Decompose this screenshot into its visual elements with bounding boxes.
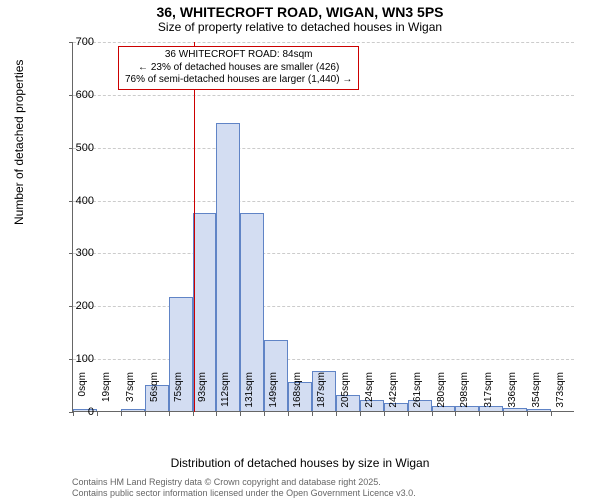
xtick-label: 298sqm — [459, 372, 470, 416]
xtick-mark — [312, 412, 313, 416]
xtick-mark — [479, 412, 480, 416]
attribution-line3: Contains public sector information licen… — [72, 488, 416, 498]
xtick-mark — [503, 412, 504, 416]
xtick-label: 317sqm — [483, 372, 494, 416]
xtick-mark — [193, 412, 194, 416]
xtick-label: 75sqm — [173, 372, 184, 416]
chart-title: 36, WHITECROFT ROAD, WIGAN, WN3 5PS — [0, 0, 600, 20]
ytick-label: 400 — [66, 195, 94, 207]
xtick-label: 354sqm — [531, 372, 542, 416]
xtick-label: 205sqm — [340, 372, 351, 416]
xtick-label: 187sqm — [316, 372, 327, 416]
xtick-label: 168sqm — [292, 372, 303, 416]
annotation-line3: 76% of semi-detached houses are larger (… — [125, 74, 352, 87]
xtick-label: 336sqm — [507, 372, 518, 416]
xtick-mark — [455, 412, 456, 416]
xtick-mark — [216, 412, 217, 416]
chart-area: 0sqm19sqm37sqm56sqm75sqm93sqm112sqm131sq… — [72, 42, 574, 412]
xtick-mark — [121, 412, 122, 416]
xtick-mark — [527, 412, 528, 416]
xtick-mark — [408, 412, 409, 416]
histogram-bar — [216, 123, 240, 411]
chart-subtitle: Size of property relative to detached ho… — [0, 20, 600, 36]
y-axis-label: Number of detached properties — [12, 60, 26, 225]
gridline — [73, 359, 574, 360]
plot-area: 0sqm19sqm37sqm56sqm75sqm93sqm112sqm131sq… — [72, 42, 574, 412]
ytick-label: 600 — [66, 89, 94, 101]
xtick-mark — [288, 412, 289, 416]
gridline — [73, 148, 574, 149]
xtick-mark — [145, 412, 146, 416]
gridline — [73, 95, 574, 96]
ytick-label: 0 — [66, 406, 94, 418]
xtick-label: 56sqm — [149, 372, 160, 416]
ytick-label: 500 — [66, 142, 94, 154]
attribution-text: Contains HM Land Registry data © Crown c… — [72, 477, 416, 498]
annotation-line1: 36 WHITECROFT ROAD: 84sqm — [125, 49, 352, 62]
annotation-line2: ← 23% of detached houses are smaller (42… — [125, 62, 352, 75]
xtick-label: 242sqm — [388, 372, 399, 416]
ytick-label: 700 — [66, 36, 94, 48]
ytick-label: 100 — [66, 353, 94, 365]
xtick-mark — [97, 412, 98, 416]
ytick-label: 300 — [66, 247, 94, 259]
reference-line — [194, 42, 195, 412]
xtick-label: 149sqm — [268, 372, 279, 416]
xtick-label: 373sqm — [555, 372, 566, 416]
gridline — [73, 201, 574, 202]
xtick-label: 37sqm — [125, 372, 136, 416]
ytick-label: 200 — [66, 300, 94, 312]
x-axis-label: Distribution of detached houses by size … — [0, 456, 600, 470]
xtick-label: 93sqm — [197, 372, 208, 416]
xtick-mark — [264, 412, 265, 416]
xtick-mark — [360, 412, 361, 416]
xtick-label: 112sqm — [220, 372, 231, 416]
xtick-label: 280sqm — [436, 372, 447, 416]
gridline — [73, 253, 574, 254]
xtick-label: 131sqm — [244, 372, 255, 416]
attribution-line1: Contains HM Land Registry data © Crown c… — [72, 477, 416, 487]
xtick-mark — [240, 412, 241, 416]
xtick-mark — [551, 412, 552, 416]
xtick-mark — [432, 412, 433, 416]
xtick-mark — [336, 412, 337, 416]
gridline — [73, 42, 574, 43]
xtick-label: 19sqm — [101, 372, 112, 416]
xtick-label: 261sqm — [412, 372, 423, 416]
xtick-mark — [384, 412, 385, 416]
xtick-mark — [169, 412, 170, 416]
gridline — [73, 306, 574, 307]
annotation-box: 36 WHITECROFT ROAD: 84sqm ← 23% of detac… — [118, 46, 359, 90]
xtick-label: 224sqm — [364, 372, 375, 416]
